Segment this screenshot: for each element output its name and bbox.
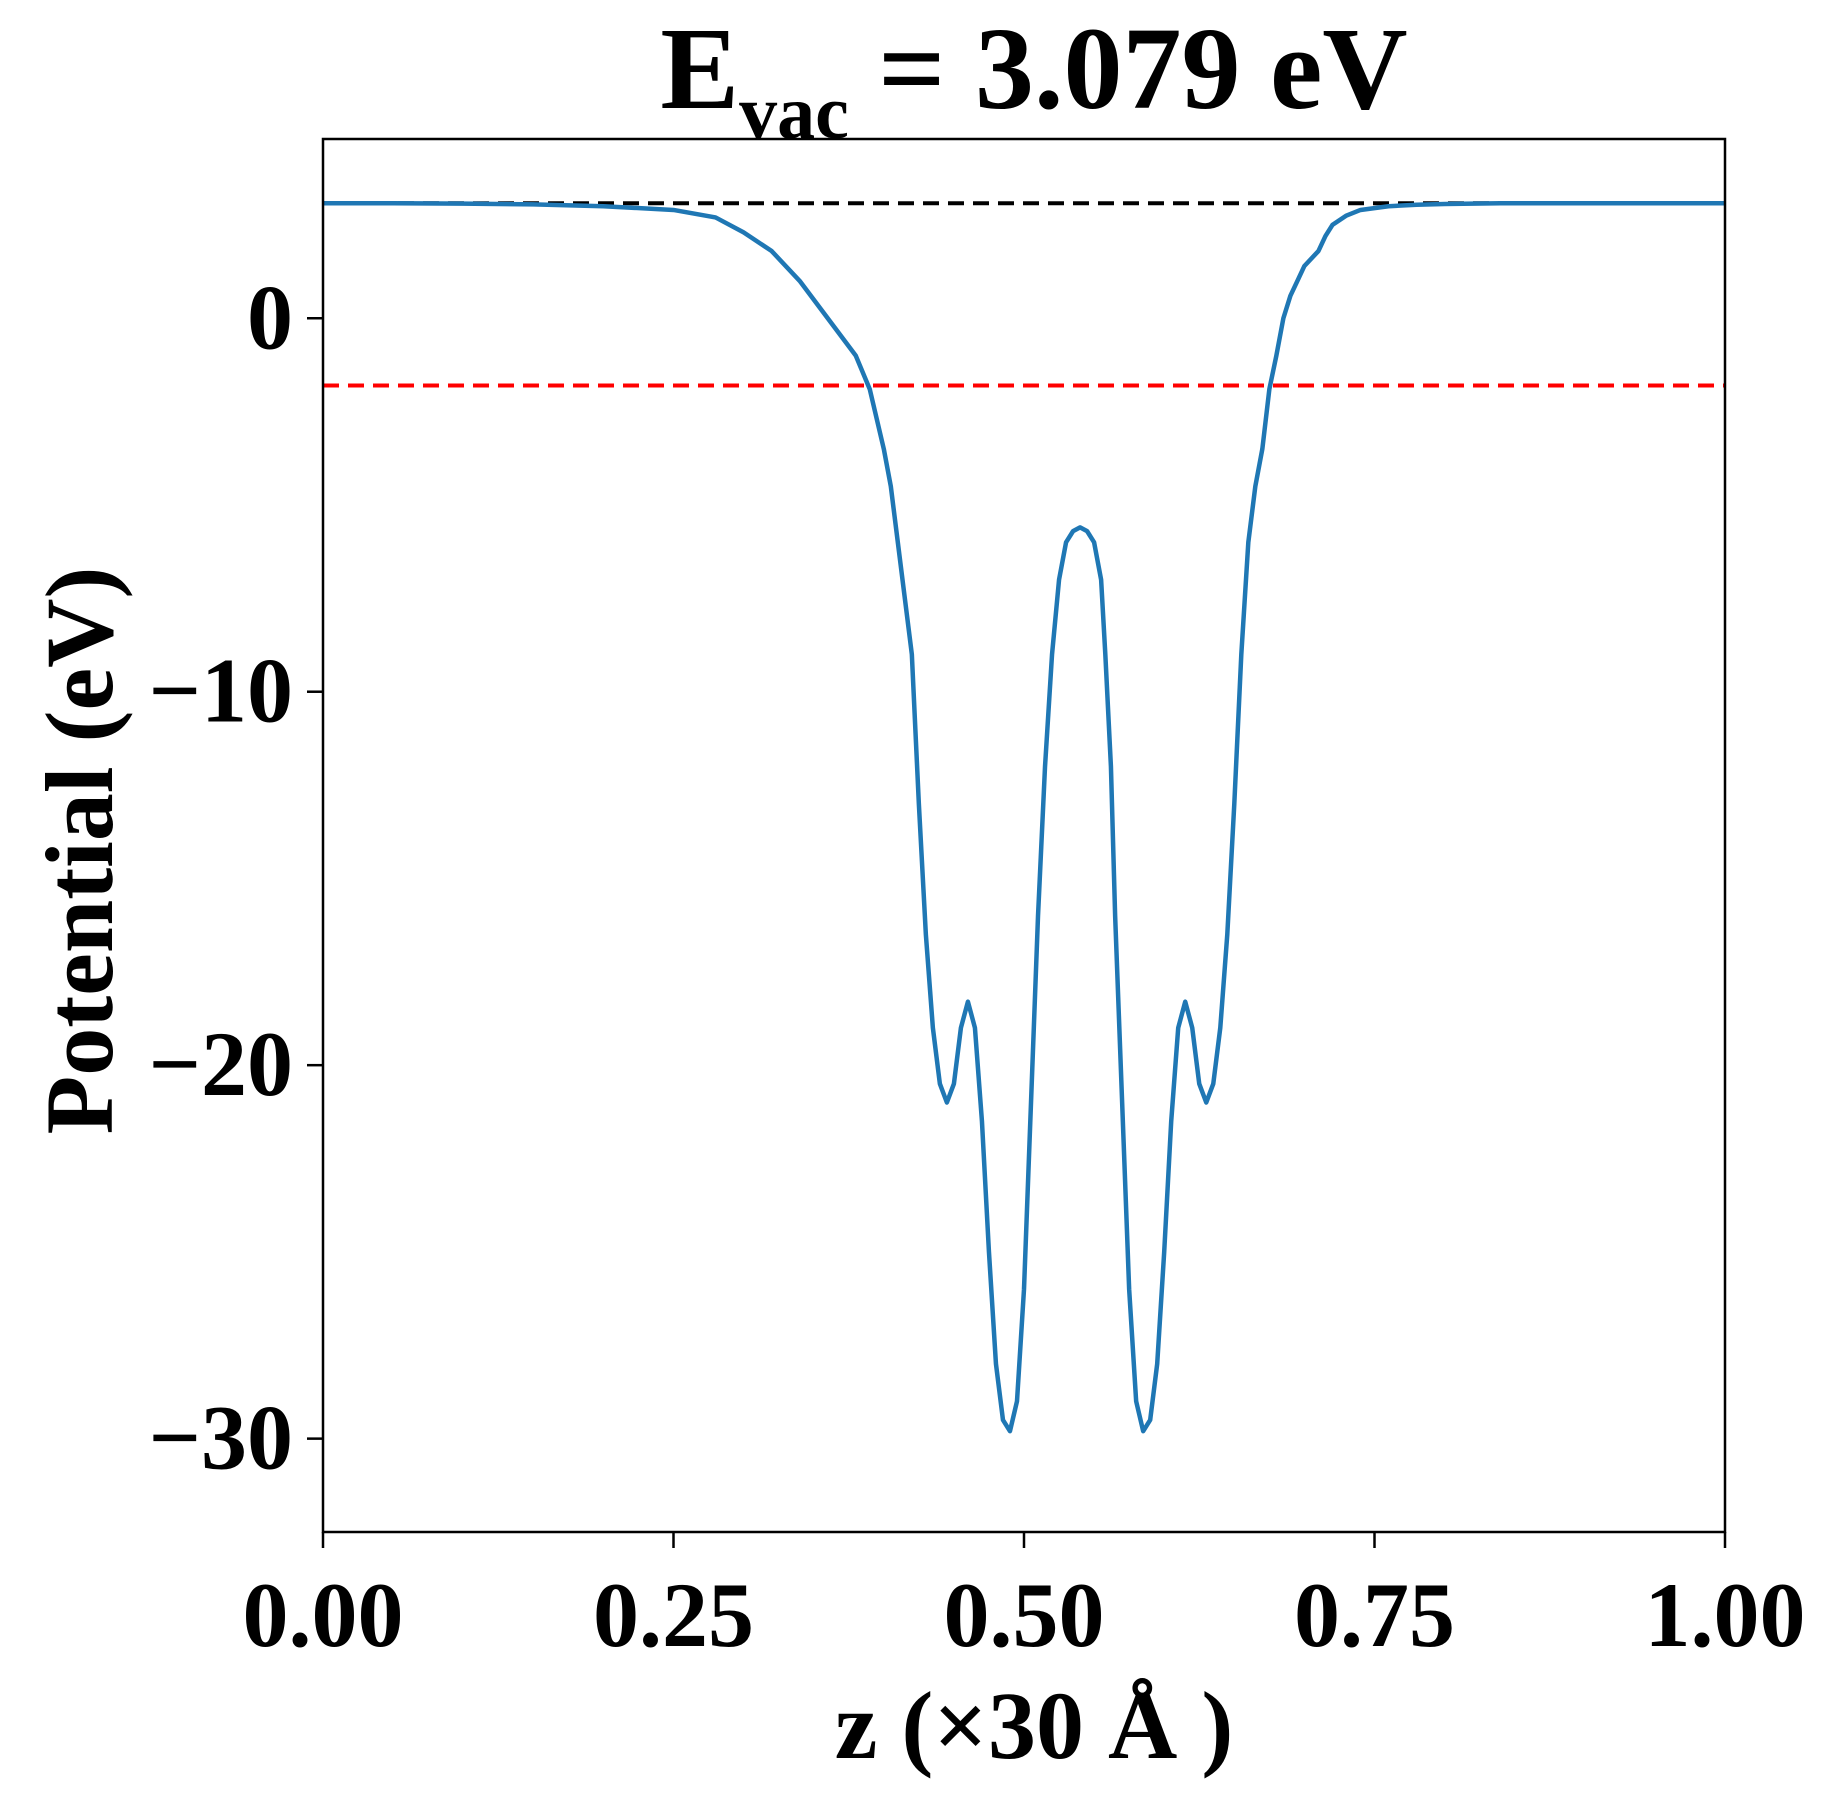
y-axis-label: Potential (eV) (26, 567, 133, 1135)
y-tick-label: −30 (149, 1387, 293, 1489)
y-tick-label: −20 (149, 1013, 293, 1115)
chart-title: Evac = 3.079 eV (660, 3, 1407, 155)
x-tick-label: 0.25 (593, 1564, 754, 1666)
title-subscript: vac (739, 71, 849, 155)
title-rest: = 3.079 eV (849, 3, 1408, 134)
x-tick-label: 0.50 (944, 1564, 1105, 1666)
series-line-1 (323, 200, 1725, 1434)
x-tick-label: 0.00 (243, 1564, 404, 1666)
x-tick-label: 1.00 (1645, 1564, 1806, 1666)
series-group (323, 200, 1725, 1434)
reference-lines (323, 201, 1725, 388)
y-axis-ticks: 0 −10 −20 −30 (149, 266, 323, 1489)
y-tick-label: 0 (247, 266, 293, 368)
title-main: E (660, 3, 739, 134)
x-axis-ticks: 0.00 0.25 0.50 0.75 1.00 (243, 1532, 1806, 1666)
y-tick-label: −10 (149, 640, 293, 742)
x-tick-label: 0.75 (1294, 1564, 1455, 1666)
x-axis-label: z (×30 Å ) (835, 1672, 1234, 1779)
